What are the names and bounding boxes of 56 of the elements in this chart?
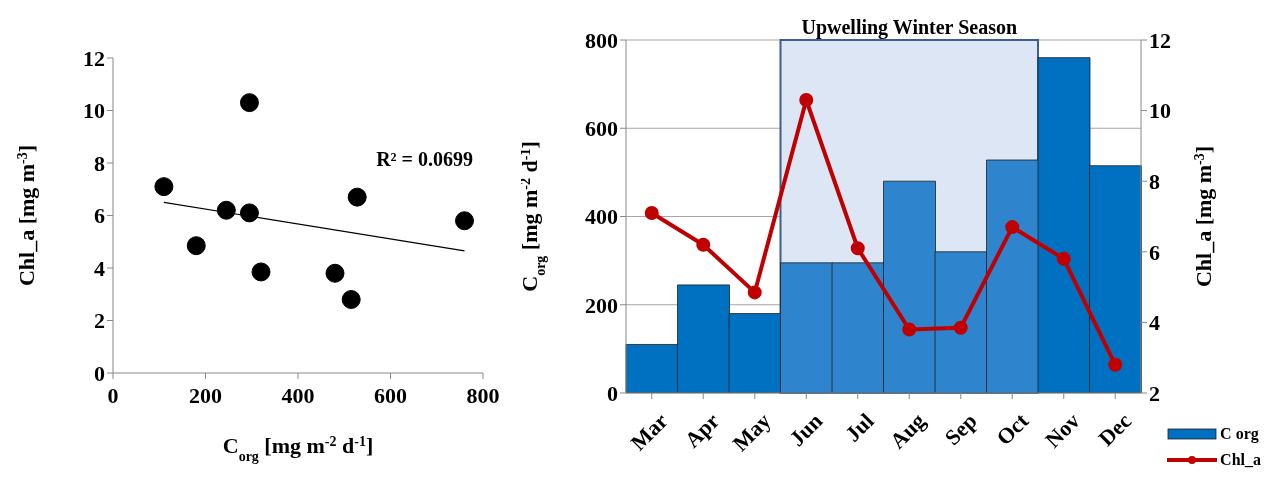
x-tick-label: May: [727, 408, 776, 457]
point: [239, 203, 259, 223]
point: [1056, 251, 1071, 266]
point: [347, 187, 367, 207]
x-tick-label: 400: [281, 382, 315, 408]
x-tick-label: Nov: [1040, 408, 1085, 453]
point: [1005, 220, 1020, 235]
point: [216, 200, 236, 220]
legend-label: C org: [1220, 425, 1259, 443]
annotation: R² = 0.0699: [376, 148, 473, 171]
y2-tick-label: 4: [1149, 310, 1160, 336]
y-tick-label: 2: [94, 308, 105, 334]
point: [850, 241, 865, 256]
x-tick-label: Jul: [840, 408, 879, 447]
point: [154, 177, 174, 197]
y-tick-label: 200: [585, 292, 618, 318]
legend-label: Chl_a: [1220, 451, 1261, 469]
point: [799, 93, 814, 108]
x-tick-label: Jun: [784, 408, 828, 451]
y-tick-label: 0: [94, 360, 105, 386]
point: [696, 237, 711, 252]
y-tick-label: 10: [83, 98, 105, 124]
y2-tick-label: 6: [1149, 239, 1160, 265]
y-tick-label: 4: [94, 255, 105, 281]
x-tick-label: Apr: [679, 408, 725, 453]
x-tick-label: 800: [466, 382, 500, 408]
point: [747, 285, 762, 300]
y-tick-label: 400: [585, 204, 618, 230]
x-tick-label: Sep: [939, 408, 982, 451]
y-tick-label: 12: [83, 45, 105, 71]
x-axis-title: C$_{org}$ [mg m$^{-2}$ d$^{-1}$]: [222, 433, 374, 464]
y-tick-label: 6: [94, 203, 105, 229]
x-tick-label: Aug: [884, 408, 931, 454]
point: [953, 320, 968, 335]
point: [455, 211, 474, 231]
x-tick-label: Mar: [625, 408, 673, 456]
y2-tick-label: 12: [1149, 27, 1171, 53]
x-tick-label: Oct: [991, 407, 1034, 451]
y2-tick-label: 10: [1149, 98, 1171, 124]
x-tick-label: 600: [374, 382, 407, 408]
y-tick-label: 8: [94, 150, 105, 176]
point: [644, 205, 659, 220]
y-tick-label: 800: [585, 27, 618, 53]
point: [325, 263, 345, 283]
x-tick-label: Dec: [1093, 408, 1137, 451]
point: [251, 262, 271, 282]
x-tick-label: 200: [189, 382, 222, 408]
y-tick-label: 600: [585, 116, 618, 142]
point: [186, 236, 206, 256]
point: [1108, 357, 1123, 372]
point: [341, 290, 361, 309]
y2-tick-label: 8: [1149, 169, 1160, 195]
point: [902, 322, 917, 337]
point: [239, 93, 259, 113]
band-label: Upwelling Winter Season: [801, 16, 1018, 39]
y2-tick-label: 2: [1149, 380, 1160, 406]
